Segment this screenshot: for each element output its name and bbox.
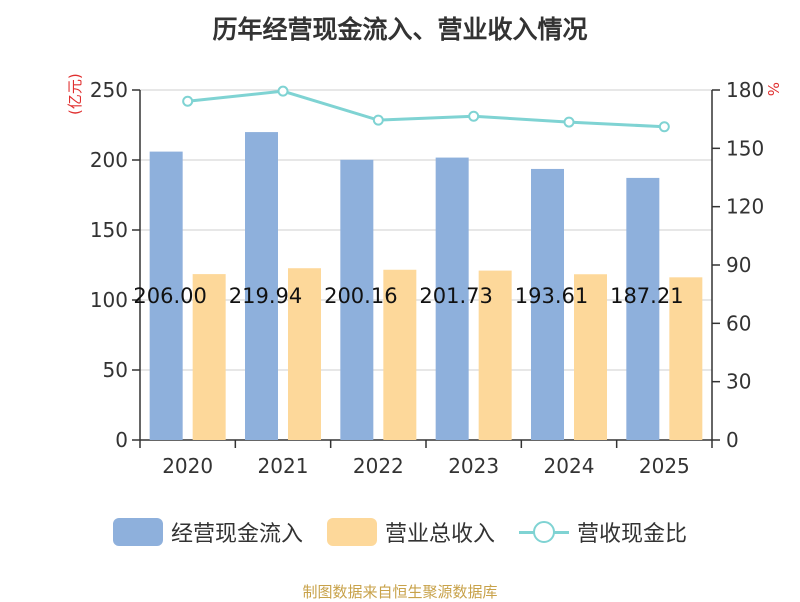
- legend-item-cash-ratio[interactable]: 营收现金比: [519, 516, 687, 548]
- x-tick-label: 2024: [544, 454, 595, 478]
- bar-revenue: [288, 268, 321, 440]
- line-cash-ratio: [187, 89, 665, 129]
- legend-swatch-cash-ratio: [519, 518, 569, 546]
- bar-revenue: [383, 269, 417, 440]
- x-tick-label: 2025: [639, 454, 690, 478]
- point-cash-ratio: [658, 121, 670, 133]
- point-cash-ratio: [182, 95, 194, 107]
- bar-cash-inflow: [531, 168, 564, 441]
- x-tick-label: 2020: [162, 454, 213, 478]
- x-tick-label: 2022: [353, 454, 404, 478]
- bar-cash-inflow: [149, 151, 183, 440]
- legend-item-revenue[interactable]: 营业总收入: [326, 516, 495, 548]
- point-cash-ratio: [277, 85, 289, 97]
- y-right-tick-label: 60: [726, 311, 751, 335]
- bar-cash-inflow: [340, 159, 374, 440]
- legend-swatch-cash-inflow: [112, 518, 163, 546]
- chart-title: 历年经营现金流入、营业收入情况: [212, 15, 588, 44]
- legend-item-cash-inflow[interactable]: 经营现金流入: [112, 516, 303, 548]
- legend-label-cash-inflow: 经营现金流入: [170, 522, 303, 547]
- y-right-tick-label: 180: [726, 78, 764, 102]
- y-right-tick-label: 90: [726, 253, 751, 277]
- x-tick-label: 2021: [258, 454, 309, 478]
- bar-cash-inflow: [626, 177, 660, 440]
- y-right-tick-label: 0: [726, 428, 739, 452]
- data-label-cash-inflow: 187.21: [610, 284, 683, 308]
- point-cash-ratio: [372, 114, 384, 126]
- y-right-tick-label: 30: [726, 370, 751, 394]
- bar-revenue: [574, 274, 607, 440]
- y-left-tick-label: 0: [115, 428, 128, 452]
- point-cash-ratio: [468, 110, 480, 122]
- bar-cash-inflow: [245, 132, 278, 441]
- y-right-tick-label: 120: [726, 195, 764, 219]
- point-cash-ratio: [563, 116, 575, 128]
- legend-label-revenue: 营业总收入: [384, 522, 495, 547]
- y-left-tick-label: 100: [90, 288, 128, 312]
- legend-swatch-revenue: [326, 518, 377, 546]
- y-right-tick-label: 150: [726, 136, 764, 160]
- data-label-cash-inflow: 219.94: [229, 284, 302, 308]
- bar-revenue: [192, 274, 226, 440]
- legend-label-cash-ratio: 营收现金比: [577, 522, 688, 547]
- y-left-tick-label: 250: [90, 78, 128, 102]
- y-left-tick-label: 150: [90, 218, 128, 242]
- source-footer: 制图数据来自恒生聚源数据库: [302, 583, 498, 601]
- data-label-cash-inflow: 200.16: [324, 284, 397, 308]
- data-label-cash-inflow: 201.73: [419, 284, 492, 308]
- bar-revenue: [669, 277, 703, 440]
- bar-revenue: [478, 270, 512, 440]
- x-tick-label: 2023: [448, 454, 499, 478]
- y-left-tick-label: 200: [90, 148, 128, 172]
- bar-cash-inflow: [435, 157, 469, 440]
- legend: 经营现金流入 营业总收入 营收现金比: [0, 516, 800, 548]
- y-left-tick-label: 50: [103, 358, 128, 382]
- data-label-cash-inflow: 193.61: [515, 284, 588, 308]
- data-label-cash-inflow: 206.00: [133, 284, 206, 308]
